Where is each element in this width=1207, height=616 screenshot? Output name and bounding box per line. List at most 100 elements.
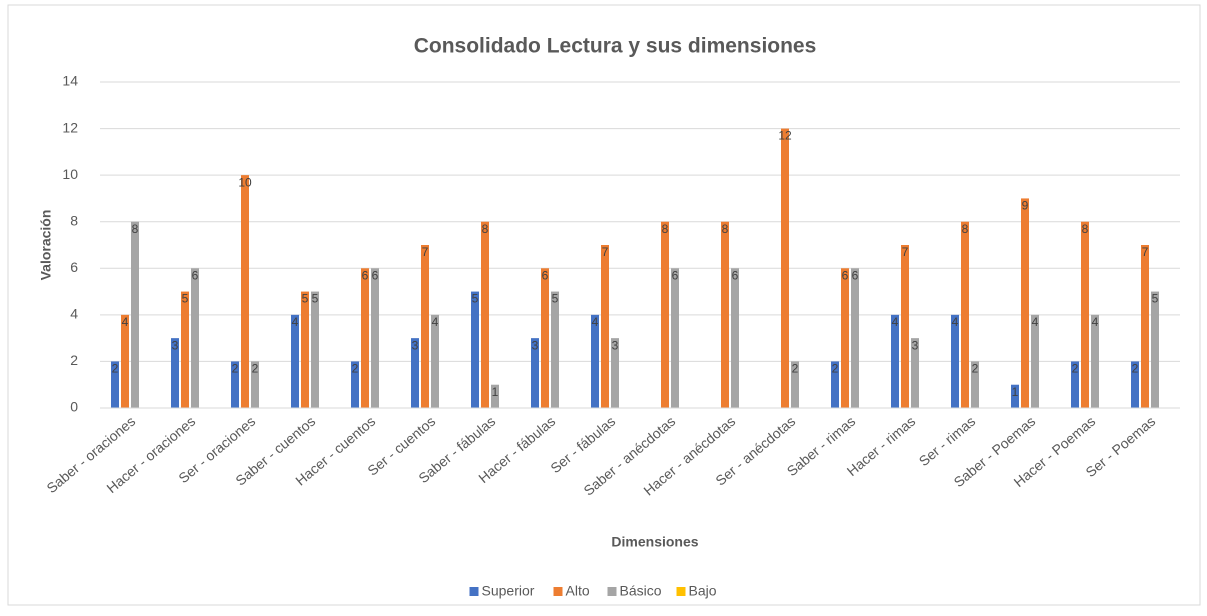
data-label: 4 [122,315,129,329]
data-label: 1 [492,385,499,399]
y-tick-label: 4 [70,306,78,322]
bar [311,291,319,408]
bar [371,268,379,408]
data-label: 7 [422,245,429,259]
data-label: 4 [892,315,899,329]
bar [1031,314,1039,408]
data-label: 6 [732,268,739,282]
data-label: 3 [172,338,179,352]
data-label: 5 [312,292,319,306]
data-label: 6 [842,268,849,282]
data-label: 6 [372,268,379,282]
data-label: 2 [252,362,259,376]
data-label: 5 [1152,292,1159,306]
bar [841,268,849,408]
legend-label: Bajo [689,583,717,599]
bar [901,245,909,408]
data-label: 2 [352,362,359,376]
data-label: 9 [1022,199,1029,213]
bar [551,291,559,408]
bar [1131,361,1139,408]
bar [491,384,499,408]
y-tick-label: 14 [62,73,78,89]
data-label: 8 [132,222,139,236]
bar [731,268,739,408]
data-label: 8 [962,222,969,236]
data-label: 6 [192,268,199,282]
y-tick-label: 6 [70,259,78,275]
data-label: 5 [472,292,479,306]
data-label: 2 [232,362,239,376]
data-label: 4 [432,315,439,329]
y-tick-label: 2 [70,352,78,368]
data-label: 8 [662,222,669,236]
x-axis-title: Dimensiones [611,534,698,550]
data-label: 5 [302,292,309,306]
legend-swatch [676,587,686,596]
bar [181,291,189,408]
legend-label: Alto [566,583,590,599]
data-label: 2 [1132,362,1139,376]
bar [481,221,489,408]
bar [421,245,429,408]
bar [831,361,839,408]
data-label: 2 [792,362,799,376]
bar [251,361,259,408]
data-label: 3 [612,338,619,352]
data-label: 8 [482,222,489,236]
data-label: 2 [972,362,979,376]
bar [1071,361,1079,408]
bar [1021,198,1029,408]
bar [951,314,959,408]
bar [171,338,179,408]
bar [411,338,419,408]
data-label: 4 [1032,315,1039,329]
y-tick-label: 0 [70,399,78,415]
data-label: 3 [532,338,539,352]
bar [1151,291,1159,408]
bar [781,128,789,409]
data-label: 4 [1092,315,1099,329]
bar [301,291,309,408]
bar [601,245,609,408]
bar [1141,245,1149,408]
bar [531,338,539,408]
bar [851,268,859,408]
data-label: 1 [1012,385,1019,399]
data-label: 4 [292,315,299,329]
bar [351,361,359,408]
data-label: 3 [912,338,919,352]
data-label: 3 [412,338,419,352]
bar [471,291,479,408]
data-label: 2 [1072,362,1079,376]
data-label: 7 [902,245,909,259]
bar [661,221,669,408]
bar [361,268,369,408]
bar [671,268,679,408]
bar [541,268,549,408]
bar [1091,314,1099,408]
data-label: 4 [952,315,959,329]
bar [431,314,439,408]
bar [891,314,899,408]
data-label: 5 [182,292,189,306]
y-tick-label: 10 [62,166,78,182]
bar [1011,384,1019,408]
y-axis-title: Valoración [38,210,54,281]
data-label: 2 [112,362,119,376]
bar [611,338,619,408]
data-label: 10 [238,175,252,189]
data-label: 12 [778,129,792,143]
data-label: 6 [672,268,679,282]
legend-swatch [469,587,479,596]
legend-swatch [553,587,563,596]
legend-label: Superior [482,583,535,599]
y-tick-label: 12 [62,119,78,135]
data-label: 2 [832,362,839,376]
bar [191,268,199,408]
bar [791,361,799,408]
legend-swatch [607,587,617,596]
data-label: 4 [592,315,599,329]
data-label: 5 [552,292,559,306]
